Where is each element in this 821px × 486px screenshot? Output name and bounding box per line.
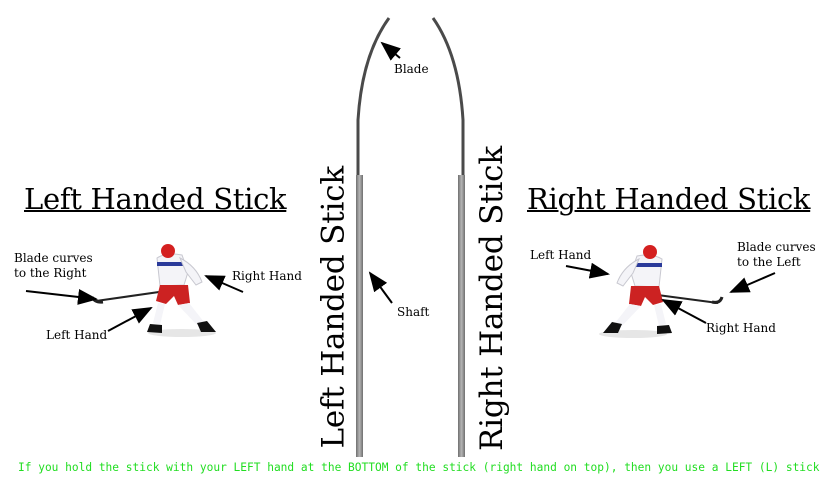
right-top-hand-arrow [565,262,610,279]
right-blade-label-line-2: to the Left [737,255,801,269]
left-stick-vertical-label: Left Handed Stick [315,166,352,449]
left-blade-label-line-1: Blade curves [14,251,93,265]
left-bottom-hand-label: Left Hand [46,328,108,342]
shaft-arrow [368,271,393,304]
right-bottom-hand-arrow [661,299,707,324]
right-top-hand-label: Left Hand [530,248,592,262]
shaft-label: Shaft [397,305,430,319]
right-bottom-hand-label: Right Hand [706,321,776,335]
right-center-stick [431,17,465,457]
right-hockey-player [599,245,724,338]
left-bottom-hand-arrow [107,307,153,332]
left-hockey-player [90,244,216,337]
right-blade-label: Blade curves to the Left [737,240,816,270]
left-top-hand-label: Right Hand [232,269,302,283]
blade-label: Blade [394,62,429,76]
left-blade-label-line-2: to the Right [14,266,87,280]
footnote: If you hold the stick with your LEFT han… [18,461,820,474]
right-stick-vertical-label: Right Handed Stick [474,146,510,451]
left-blade-label: Blade curves to the Right [14,251,93,281]
right-heading: Right Handed Stick [527,182,811,216]
left-top-hand-arrow [204,275,244,293]
right-blade-label-line-1: Blade curves [737,240,816,254]
right-blade-arrow [729,272,776,293]
left-blade-arrow [25,289,98,305]
left-heading: Left Handed Stick [24,182,287,216]
left-center-stick [356,17,391,457]
blade-arrow [380,41,401,61]
